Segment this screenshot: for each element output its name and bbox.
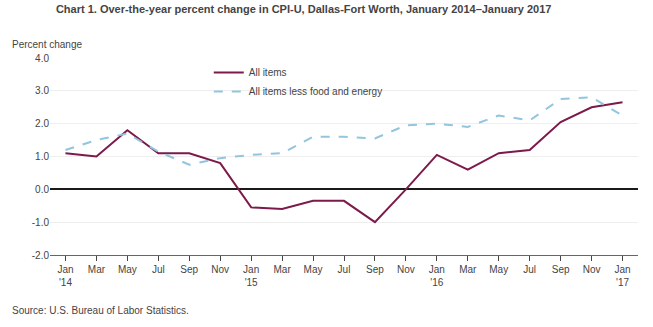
svg-text:3.0: 3.0 — [35, 85, 49, 96]
svg-text:All items less food and energy: All items less food and energy — [249, 86, 382, 97]
svg-text:May: May — [489, 264, 508, 275]
svg-text:Nov: Nov — [211, 264, 229, 275]
svg-text:Nov: Nov — [397, 264, 415, 275]
svg-text:Mar: Mar — [88, 264, 106, 275]
svg-text:Sep: Sep — [552, 264, 570, 275]
svg-text:Chart 1. Over-the-year percent: Chart 1. Over-the-year percent change in… — [56, 3, 552, 15]
svg-text:Jul: Jul — [523, 264, 536, 275]
svg-text:May: May — [118, 264, 137, 275]
svg-text:4.0: 4.0 — [35, 53, 49, 64]
svg-text:Jan'17: Jan'17 — [614, 264, 630, 288]
svg-text:Sep: Sep — [366, 264, 384, 275]
svg-text:May: May — [304, 264, 323, 275]
svg-text:1.0: 1.0 — [35, 151, 49, 162]
svg-text:Jul: Jul — [338, 264, 351, 275]
svg-text:Mar: Mar — [459, 264, 477, 275]
svg-text:All items: All items — [249, 67, 287, 78]
svg-text:2.0: 2.0 — [35, 118, 49, 129]
svg-text:Jan'15: Jan'15 — [243, 264, 259, 288]
svg-text:Nov: Nov — [583, 264, 601, 275]
svg-text:Jul: Jul — [152, 264, 165, 275]
svg-text:Mar: Mar — [273, 264, 291, 275]
svg-text:Jan'14: Jan'14 — [57, 264, 73, 288]
svg-text:Sep: Sep — [180, 264, 198, 275]
svg-text:-1.0: -1.0 — [32, 217, 50, 228]
svg-text:Percent change: Percent change — [12, 39, 82, 50]
svg-text:Jan'16: Jan'16 — [429, 264, 445, 288]
svg-text:0.0: 0.0 — [35, 184, 49, 195]
svg-text:Source: U.S. Bureau of Labor S: Source: U.S. Bureau of Labor Statistics. — [12, 305, 189, 316]
svg-text:-2.0: -2.0 — [32, 250, 50, 261]
